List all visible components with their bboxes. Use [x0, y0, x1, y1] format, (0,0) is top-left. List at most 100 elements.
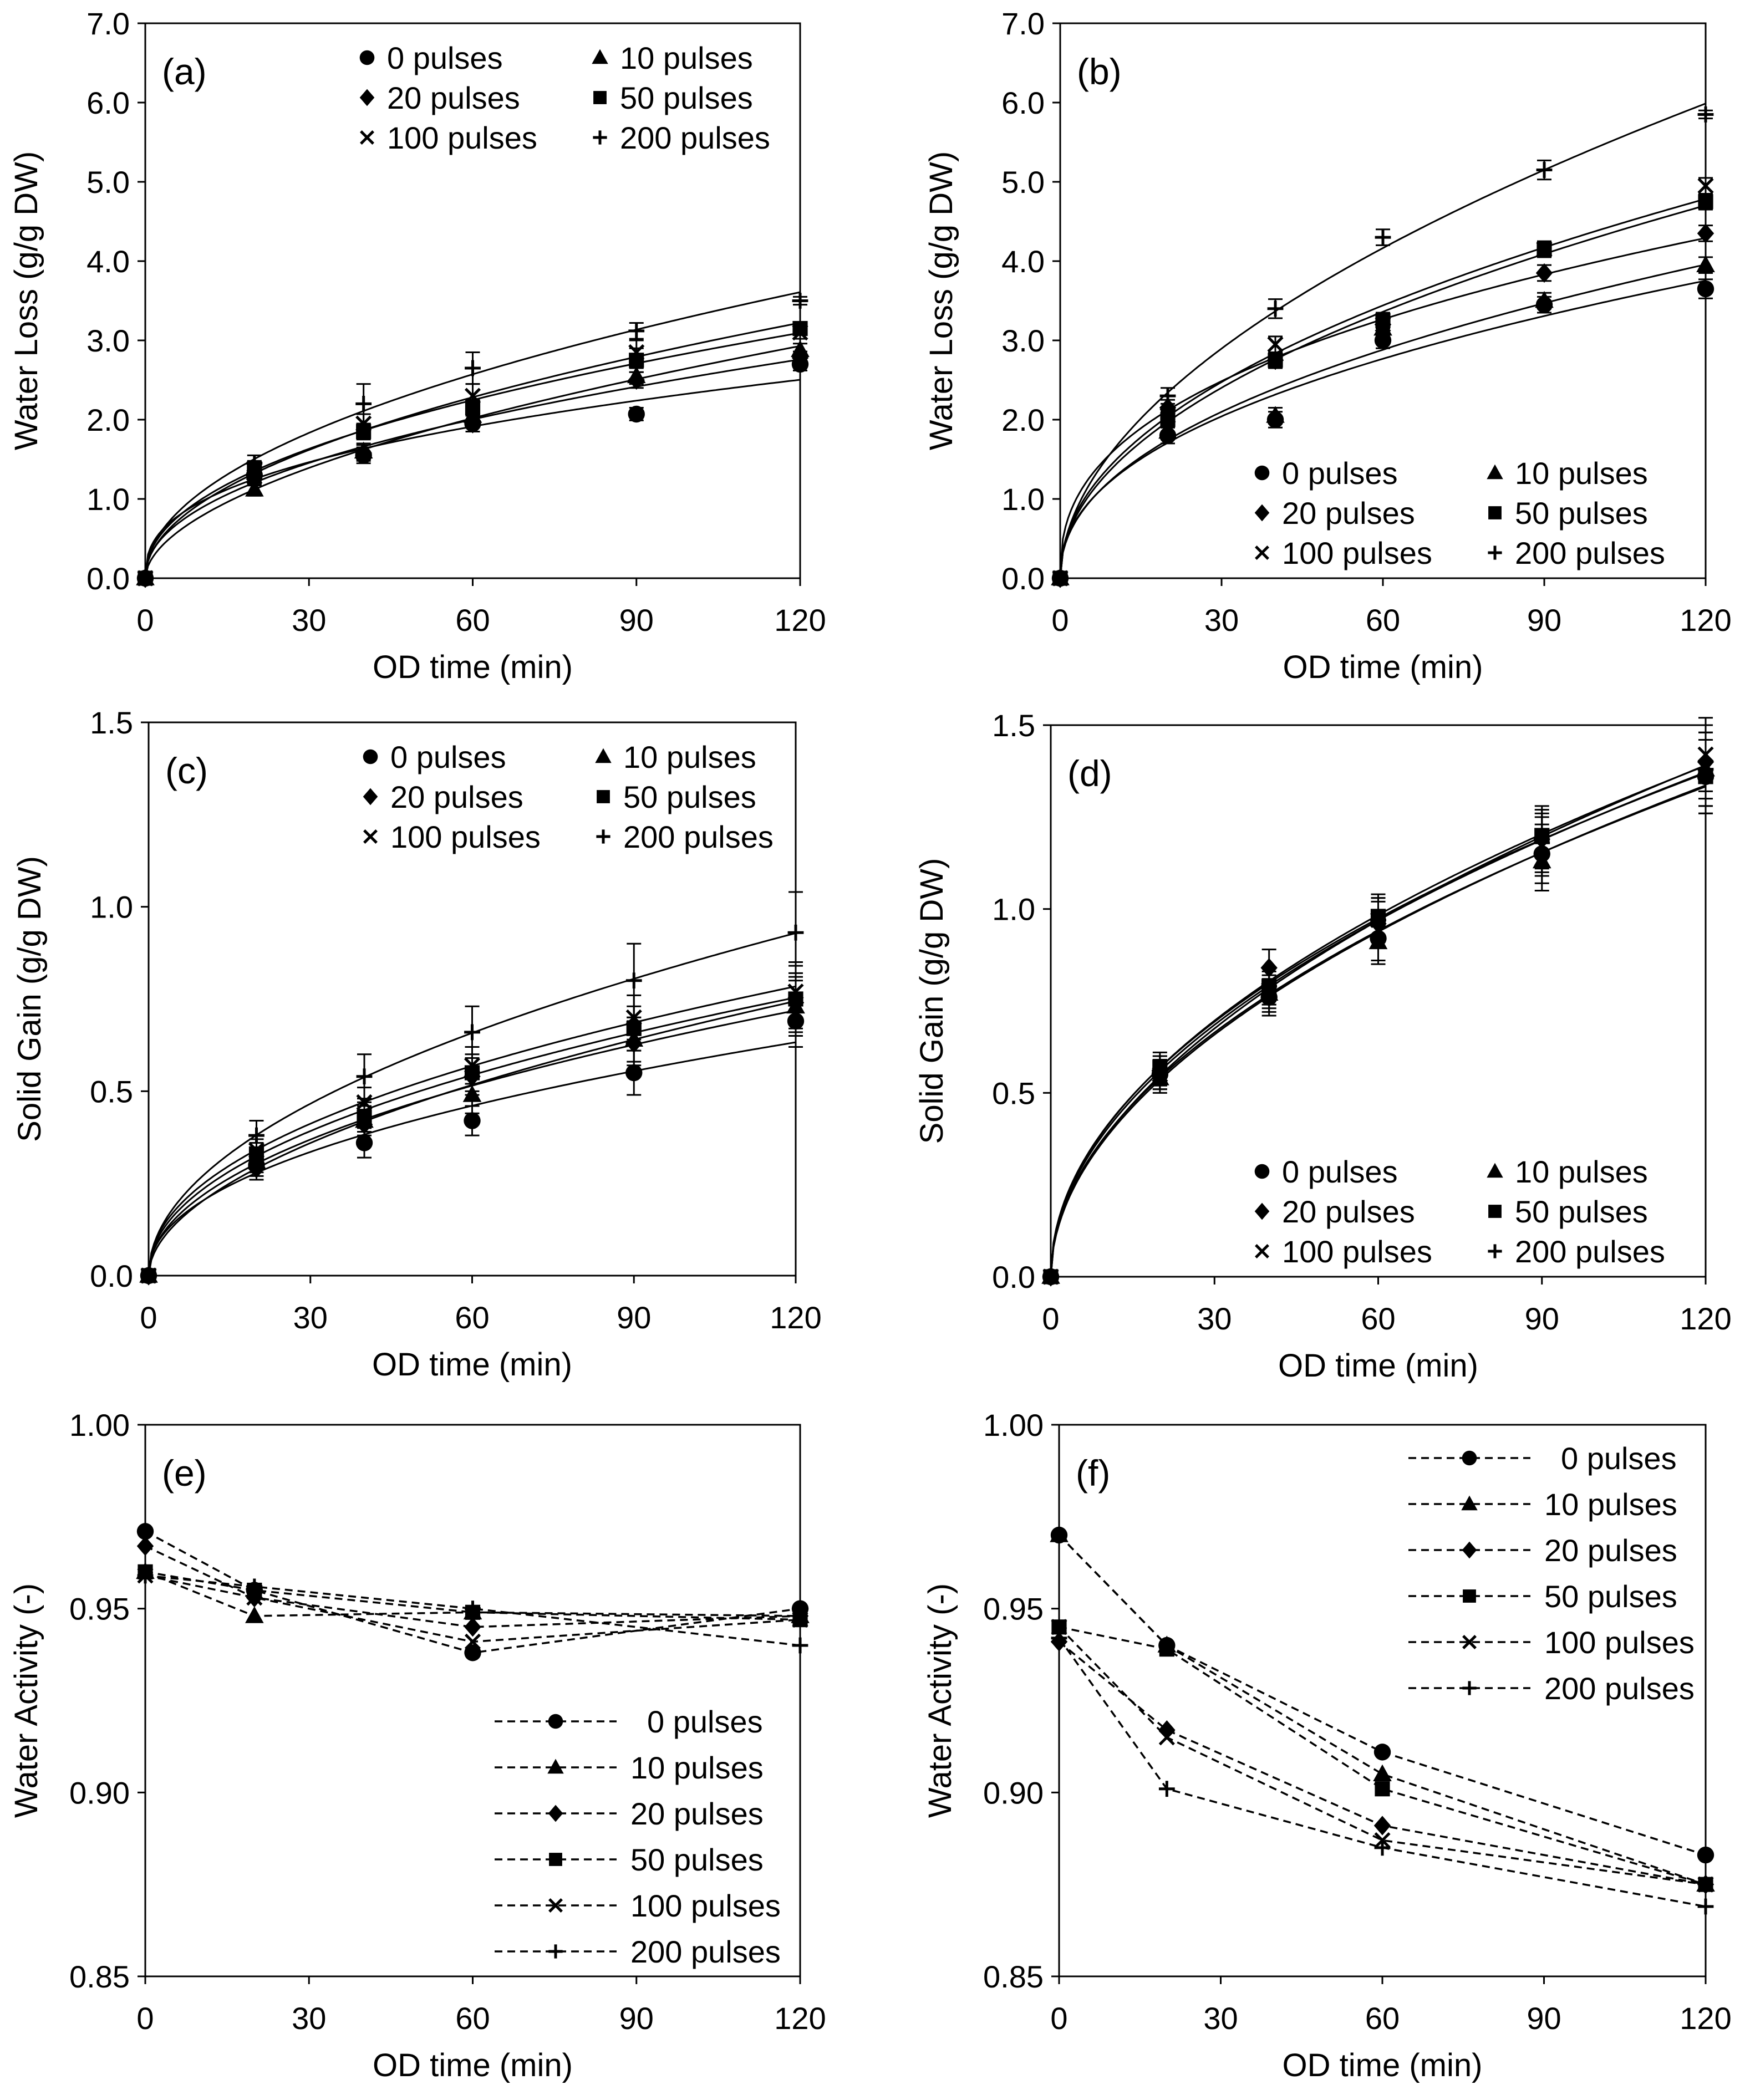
x-tick-label: 120 [1680, 2001, 1731, 2036]
x-tick-label: 90 [619, 2001, 654, 2036]
data-point [1159, 407, 1176, 424]
legend-label: 20 pulses [630, 1796, 764, 1831]
data-point [1152, 1063, 1168, 1079]
legend-marker [596, 829, 611, 844]
legend-label: 200 pulses [620, 120, 770, 155]
data-point [1051, 1630, 1067, 1647]
data-point [136, 1523, 154, 1540]
y-tick-label: 7.0 [87, 6, 130, 41]
data-point-shape [628, 323, 645, 339]
data-point [1373, 1764, 1392, 1781]
data-point [1697, 1876, 1714, 1893]
data-point [464, 1057, 481, 1074]
legend-marker [548, 1898, 563, 1913]
y-axis-label: Solid Gain (g/g DW) [12, 856, 48, 1142]
legend-label: 50 pulses [623, 779, 756, 814]
data-point-shape [1370, 912, 1386, 928]
x-axis-label: OD time (min) [373, 2047, 573, 2083]
legend-marker-shape [548, 1714, 563, 1729]
legend-marker-shape [596, 829, 611, 844]
data-point [246, 1589, 263, 1606]
legend-marker-shape [1487, 1163, 1503, 1178]
data-point-shape [464, 1024, 480, 1041]
x-tick-label: 0 [136, 2001, 154, 2036]
legend-marker [548, 1805, 563, 1822]
y-tick-label: 0.85 [69, 1959, 130, 1994]
data-point [246, 1578, 263, 1595]
x-tick-label: 60 [1366, 603, 1400, 638]
panel-label: (e) [162, 1452, 207, 1494]
y-tick-label: 0.95 [69, 1592, 130, 1627]
legend-marker [592, 49, 608, 64]
data-point-shape [248, 1159, 265, 1179]
legend-marker [1254, 1202, 1270, 1220]
data-point [787, 983, 804, 1000]
y-tick-label: 0.5 [90, 1074, 133, 1109]
legend-marker [359, 89, 375, 106]
legend-marker [1462, 1541, 1477, 1559]
data-point [1535, 290, 1554, 308]
y-tick-label: 5.0 [87, 165, 130, 200]
data-point-shape [1159, 407, 1176, 424]
data-point-shape [355, 443, 372, 463]
data-point [1158, 421, 1177, 439]
data-point [1698, 194, 1713, 210]
data-point [628, 344, 645, 361]
data-point-shape [792, 324, 808, 341]
data-point-shape [1042, 1268, 1059, 1285]
legend-marker [359, 50, 375, 65]
legend-marker [547, 1759, 564, 1774]
y-tick-label: 3.0 [87, 323, 130, 358]
legend-marker [363, 829, 378, 844]
legend-marker-shape [1488, 1244, 1502, 1258]
data-point-shape [1159, 388, 1176, 404]
data-point [464, 1633, 481, 1650]
data-point-shape [1697, 223, 1715, 243]
legend: 0 pulses 10 pulses 20 pulses 50 pulses 100 p… [1254, 456, 1665, 570]
y-tick-label: 4.0 [1001, 244, 1045, 279]
legend-marker-shape [593, 130, 607, 145]
data-point-shape [1534, 834, 1550, 851]
y-tick-label: 2.0 [1001, 402, 1045, 437]
y-axis-label: Water Loss (g/g DW) [923, 151, 959, 450]
legend-marker-shape [1255, 546, 1269, 560]
data-point-shape [464, 388, 481, 404]
data-point-shape [628, 344, 645, 361]
legend-label: 100 pulses [1282, 1234, 1432, 1269]
legend-marker-shape [548, 1944, 563, 1959]
legend-label: 50 pulses [1544, 1579, 1677, 1614]
legend-marker-shape [548, 1805, 563, 1822]
x-tick-label: 60 [1361, 1301, 1395, 1336]
legend-marker-shape [597, 790, 610, 803]
data-point [1697, 1898, 1714, 1915]
fit-curve [144, 291, 801, 579]
legend-label: 10 pulses [620, 40, 753, 75]
x-tick-label: 30 [293, 1300, 328, 1335]
legend-marker [1462, 1450, 1477, 1466]
legend-label: 20 pulses [390, 779, 523, 814]
data-point-shape [1697, 106, 1714, 123]
legend-marker-shape [1254, 1202, 1270, 1220]
data-point [464, 1617, 481, 1637]
legend: 0 pulses 10 pulses 20 pulses 50 pulses 100 p… [359, 40, 770, 155]
legend-marker [1487, 464, 1503, 480]
data-point [465, 1601, 481, 1617]
legend-label: 50 pulses [620, 80, 753, 115]
data-point [137, 570, 154, 587]
data-point-shape [1051, 1619, 1067, 1635]
data-point-shape [791, 348, 809, 368]
data-point-shape [1375, 229, 1391, 246]
legend-label: 100 pulses [1282, 536, 1432, 570]
x-axis-label: OD time (min) [1283, 2047, 1483, 2083]
data-point-shape [248, 1127, 264, 1144]
y-tick-label: 0.85 [983, 1959, 1044, 1994]
series-200-pulses [1051, 1630, 1714, 1915]
data-point [464, 1024, 480, 1041]
x-tick-label: 120 [774, 2001, 826, 2036]
data-point-shape [628, 370, 645, 390]
x-tick-label: 120 [774, 603, 826, 638]
legend-label: 100 pulses [1544, 1625, 1695, 1660]
legend-marker-shape [1462, 1541, 1477, 1559]
legend-marker-shape [1487, 464, 1503, 480]
legend-marker [1488, 1244, 1502, 1258]
